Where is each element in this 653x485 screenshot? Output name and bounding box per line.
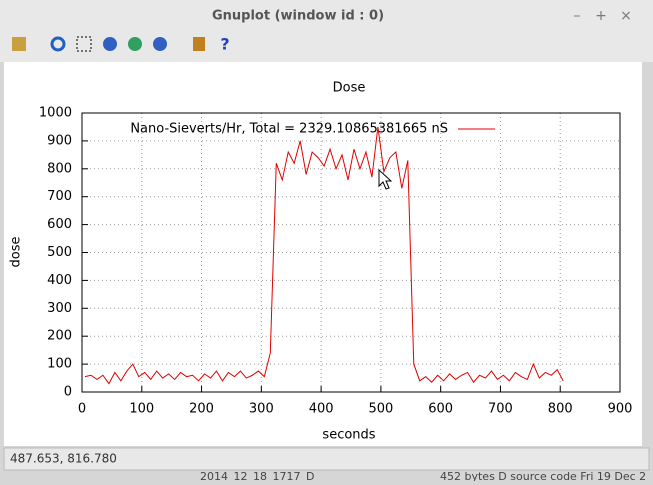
y-axis-label: dose — [9, 237, 24, 268]
x-tick-label: 200 — [189, 402, 214, 417]
window-title: Gnuplot (window id : 0) — [212, 9, 384, 24]
x-axis-label: seconds — [322, 428, 375, 443]
y-tick-label: 200 — [47, 329, 72, 344]
mouse-cursor — [378, 168, 393, 190]
x-tick-label: 300 — [249, 402, 274, 417]
y-tick-label: 0 — [64, 385, 72, 400]
x-tick-label: 400 — [309, 402, 334, 417]
background-text: 452 bytes D source code Fri 19 Dec 2 — [440, 470, 646, 481]
minimize-button[interactable]: – — [574, 8, 581, 24]
y-tick-label: 800 — [47, 161, 72, 176]
y-tick-label: 400 — [47, 273, 72, 288]
plot-border — [81, 112, 621, 393]
y-tick-label: 300 — [47, 301, 72, 316]
grid-icon[interactable] — [76, 36, 92, 52]
maximize-button[interactable]: + — [595, 8, 607, 24]
x-tick-label: 500 — [368, 402, 393, 417]
x-tick-label: 800 — [548, 402, 573, 417]
status-bar — [3, 447, 650, 471]
background-text: 2014_12_18_1717_D — [200, 470, 314, 481]
close-button[interactable]: × — [620, 8, 632, 24]
replot-icon[interactable] — [50, 36, 66, 52]
status-text: 487.653, 816.780 — [10, 452, 117, 466]
unzoom-icon[interactable] — [153, 37, 167, 51]
zoom-forward-icon[interactable] — [128, 37, 142, 51]
plot: 0 100 200 300 400 500 600 700 800 900 1000 0 100 200 3… — [39, 106, 633, 417]
y-tick-label: 600 — [47, 217, 72, 232]
y-tick-label: 700 — [47, 189, 72, 204]
help-icon[interactable]: ? — [220, 35, 229, 54]
zoom-back-icon[interactable] — [103, 37, 117, 51]
chart-title: Dose — [333, 81, 366, 96]
y-tick-label: 900 — [47, 133, 72, 148]
x-tick-label: 100 — [129, 402, 154, 417]
x-tick-label: 900 — [608, 402, 633, 417]
copy-icon[interactable] — [12, 37, 26, 51]
x-tick-label: 0 — [78, 402, 86, 417]
y-tick-label: 1000 — [39, 106, 72, 121]
x-tick-label: 700 — [488, 402, 513, 417]
plot-canvas — [4, 62, 642, 446]
config-icon[interactable] — [193, 37, 205, 51]
y-tick-label: 500 — [47, 245, 72, 260]
y-tick-label: 100 — [47, 357, 72, 372]
x-tick-label: 600 — [428, 402, 453, 417]
legend-label: Nano-Sieverts/Hr, Total = 2329.108653816… — [130, 122, 448, 137]
toolbar: ? — [12, 35, 230, 54]
data-line — [84, 126, 564, 385]
title-toolbar-bg — [0, 0, 653, 62]
